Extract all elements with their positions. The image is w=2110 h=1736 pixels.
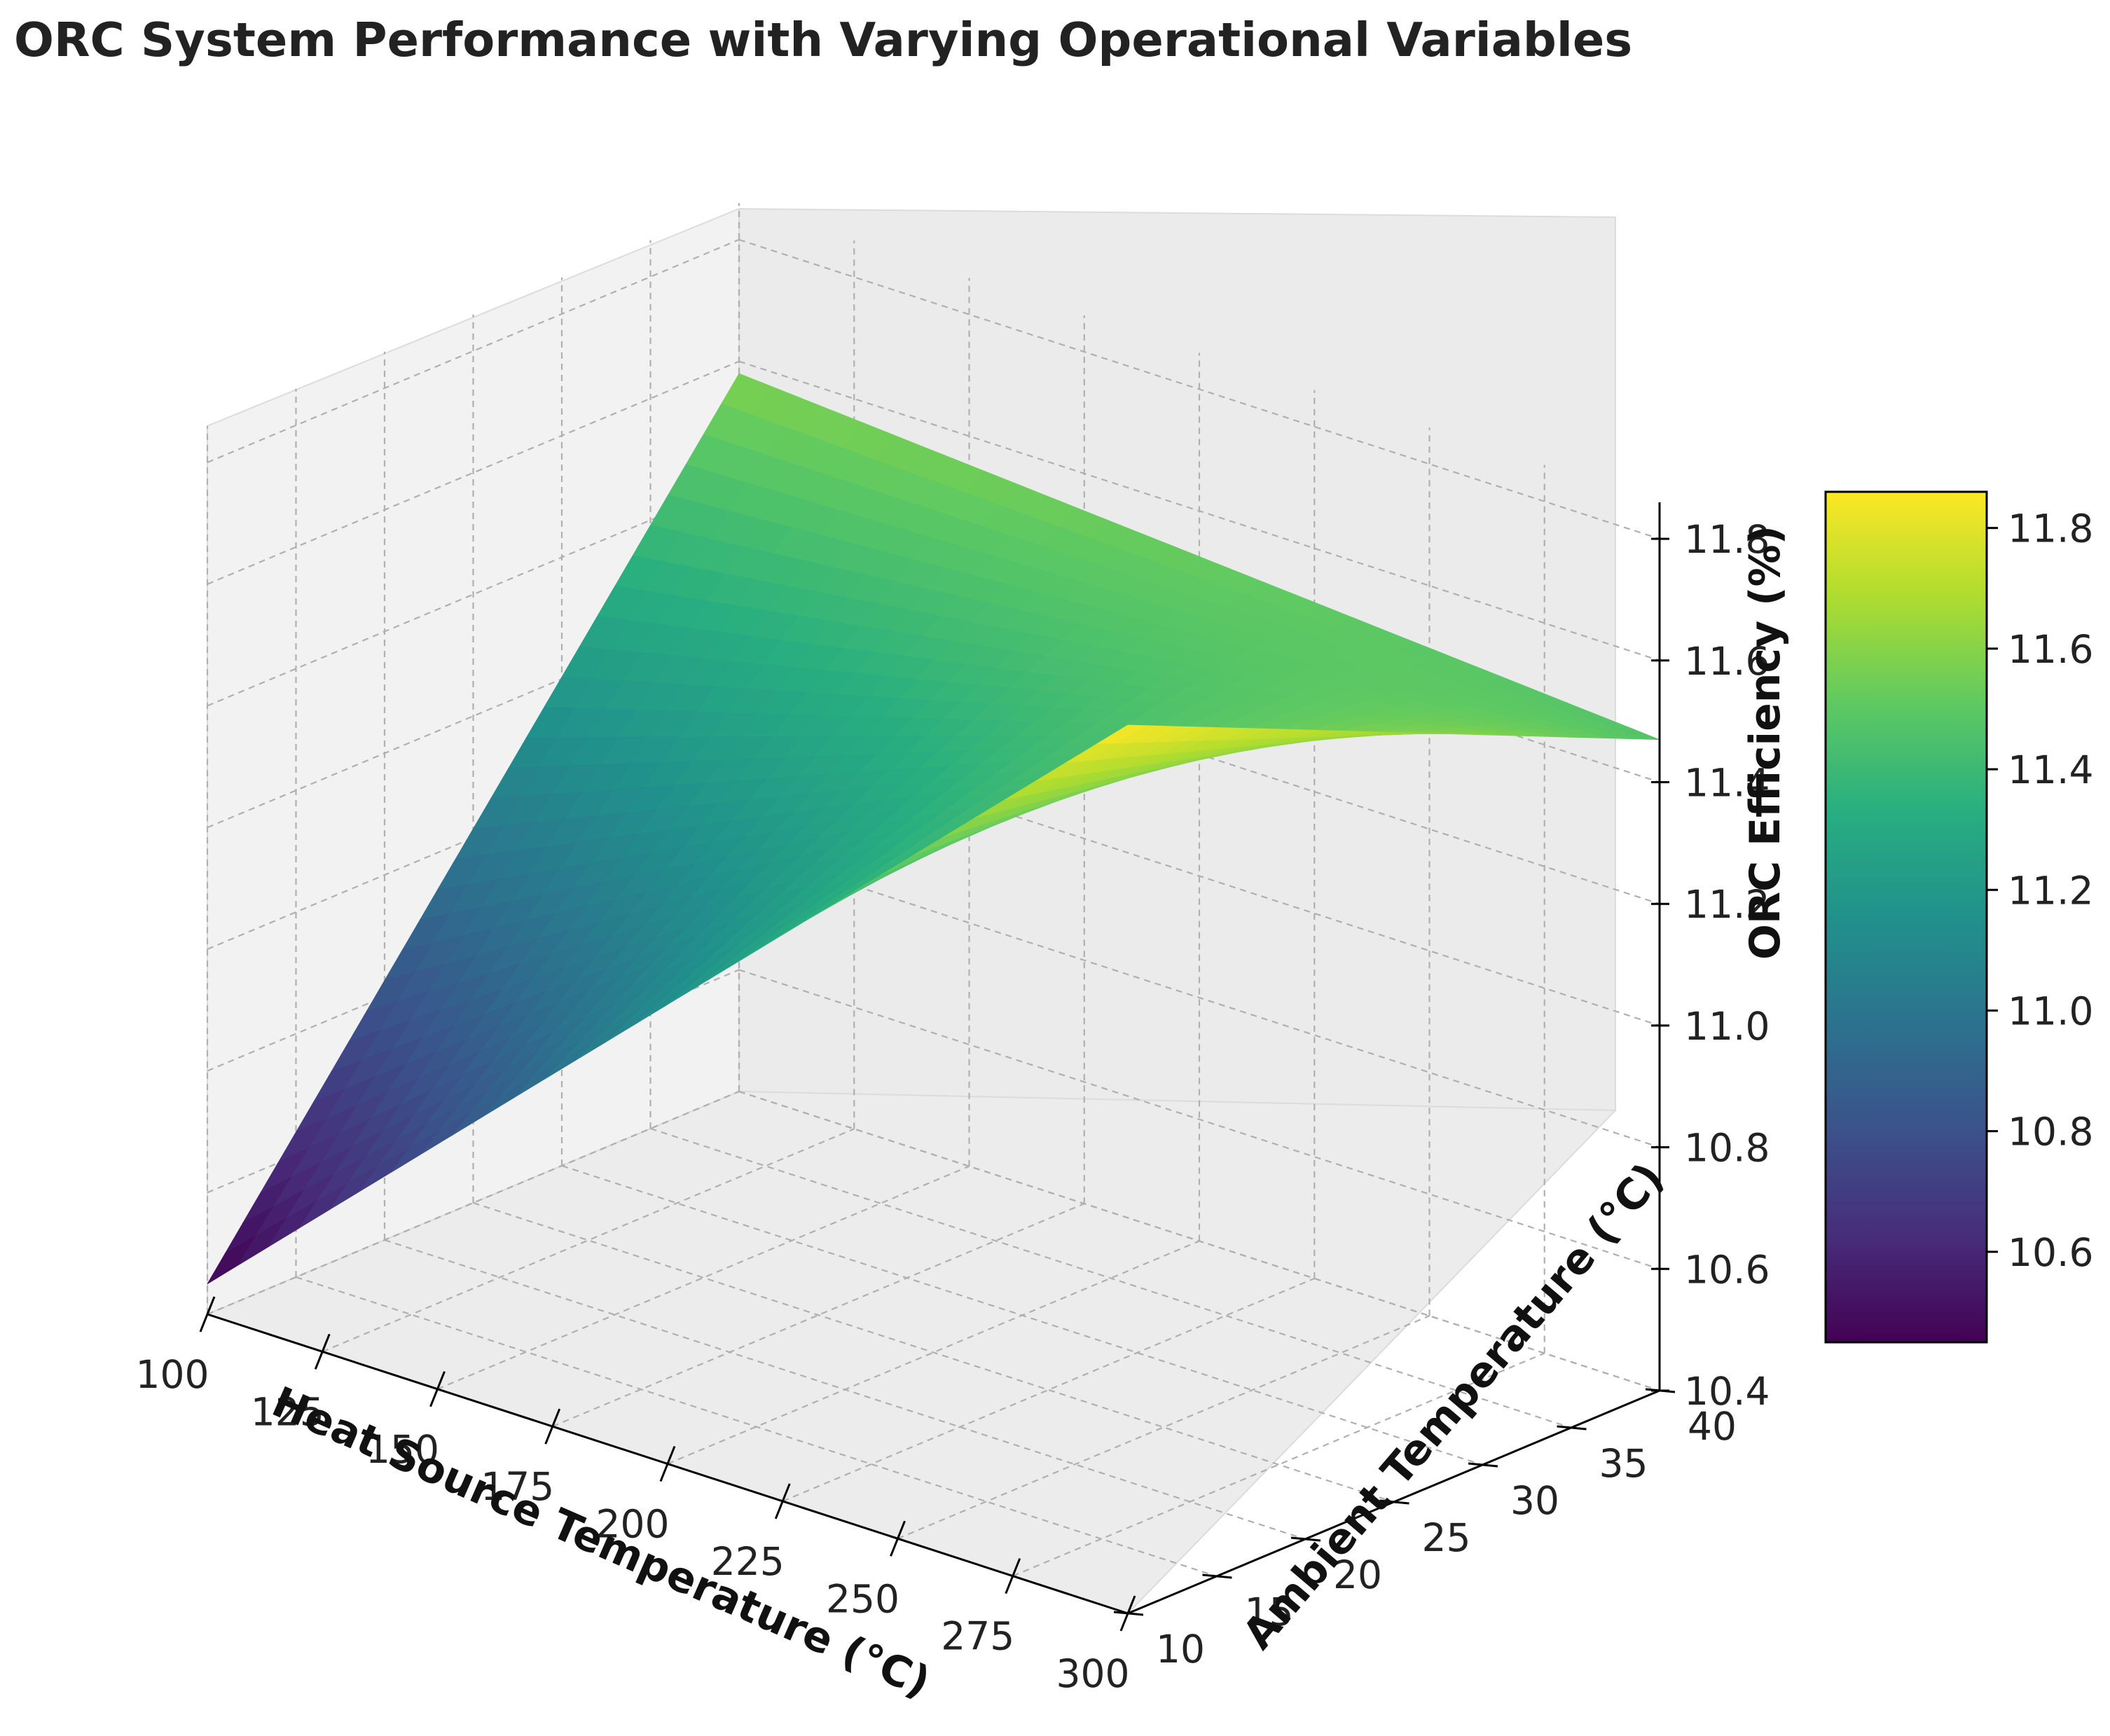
x-tick-label: 175 [481, 1464, 554, 1509]
surface [207, 373, 1660, 1284]
colorbar-tick-label: 10.8 [2008, 1110, 2093, 1155]
floor-grid-line-y [384, 1239, 1306, 1541]
floor-grid-line-y [296, 1276, 1217, 1578]
x-tick-label: 100 [136, 1352, 209, 1397]
z-tick-label: 11.2 [1684, 882, 1770, 927]
y-tick [1113, 1611, 1144, 1616]
y-tick-label: 10 [1156, 1627, 1205, 1672]
chart-title: ORC System Performance with Varying Oper… [14, 13, 1632, 67]
colorbar-tick-label: 11.2 [2008, 868, 2093, 913]
x-tick [429, 1371, 446, 1407]
y-tick-label: 30 [1510, 1478, 1559, 1523]
y-tick [1557, 1425, 1587, 1431]
x-tick [890, 1520, 906, 1557]
colorbar-tick-label: 11.8 [2008, 507, 2093, 551]
x-tick-label: 300 [1056, 1651, 1130, 1696]
x-tick [774, 1483, 791, 1520]
x-tick [544, 1408, 561, 1445]
y-tick-label: 40 [1688, 1404, 1737, 1449]
colorbar-tick-label: 11.0 [2008, 988, 2093, 1033]
z-tick-label: 11.0 [1684, 1004, 1770, 1049]
axis-panes [205, 207, 1618, 1615]
x-tick [314, 1333, 331, 1370]
y-tick-label: 35 [1599, 1441, 1648, 1486]
floor-grid-line-y [473, 1201, 1394, 1503]
z-tick-label: 11.6 [1684, 639, 1770, 684]
y-tick [1290, 1536, 1321, 1542]
back-grid-line-z [738, 847, 1660, 1148]
x-tick-label: 125 [251, 1389, 324, 1434]
y-tick-label: 20 [1333, 1552, 1382, 1597]
x-tick [659, 1445, 676, 1482]
floor-grid-line-y [650, 1127, 1571, 1429]
colorbar: 10.6 10.8 11.0 11.2 11.4 11.6 11.8 [1824, 490, 2093, 1344]
colorbar-tick-label: 11.6 [2008, 627, 2093, 672]
y-tick [1379, 1499, 1409, 1505]
z-tick-label: 11.8 [1684, 517, 1770, 562]
surface-patch [1096, 724, 1147, 745]
z-tick-label: 10.8 [1684, 1126, 1770, 1171]
y-tick [1468, 1462, 1498, 1468]
back-grid-line-z [738, 360, 1660, 661]
x-tick-label: 200 [596, 1502, 670, 1547]
axes: 100 125 150 175 200 225 250 275 300 10 15 20 25 30 35 4… [136, 502, 1770, 1696]
back-grid-line-z [738, 1090, 1660, 1392]
colorbar-tick-label: 10.6 [2008, 1230, 2093, 1275]
floor-grid-line-y [561, 1164, 1483, 1466]
z-tick-label: 11.4 [1684, 761, 1770, 806]
x-tick [1005, 1558, 1021, 1594]
back-grid-line-z [738, 969, 1660, 1270]
x-tick-label: 225 [711, 1539, 785, 1584]
y-tick-label: 15 [1245, 1590, 1294, 1634]
z-tick-label: 10.4 [1684, 1369, 1770, 1414]
z-tick-label: 10.6 [1684, 1247, 1770, 1292]
y-tick [1202, 1573, 1232, 1579]
x-tick [199, 1296, 216, 1332]
x-tick-label: 250 [826, 1576, 899, 1621]
x-tick-label: 150 [366, 1427, 439, 1472]
back-grid-line-z [738, 239, 1660, 540]
z-axis-label: ORC Efficiency (%) [1741, 525, 1790, 960]
x-tick-label: 275 [941, 1614, 1014, 1659]
y-tick-label: 25 [1422, 1515, 1471, 1560]
colorbar-gradient [1824, 490, 1988, 1344]
colorbar-tick-label: 11.4 [2008, 748, 2093, 792]
